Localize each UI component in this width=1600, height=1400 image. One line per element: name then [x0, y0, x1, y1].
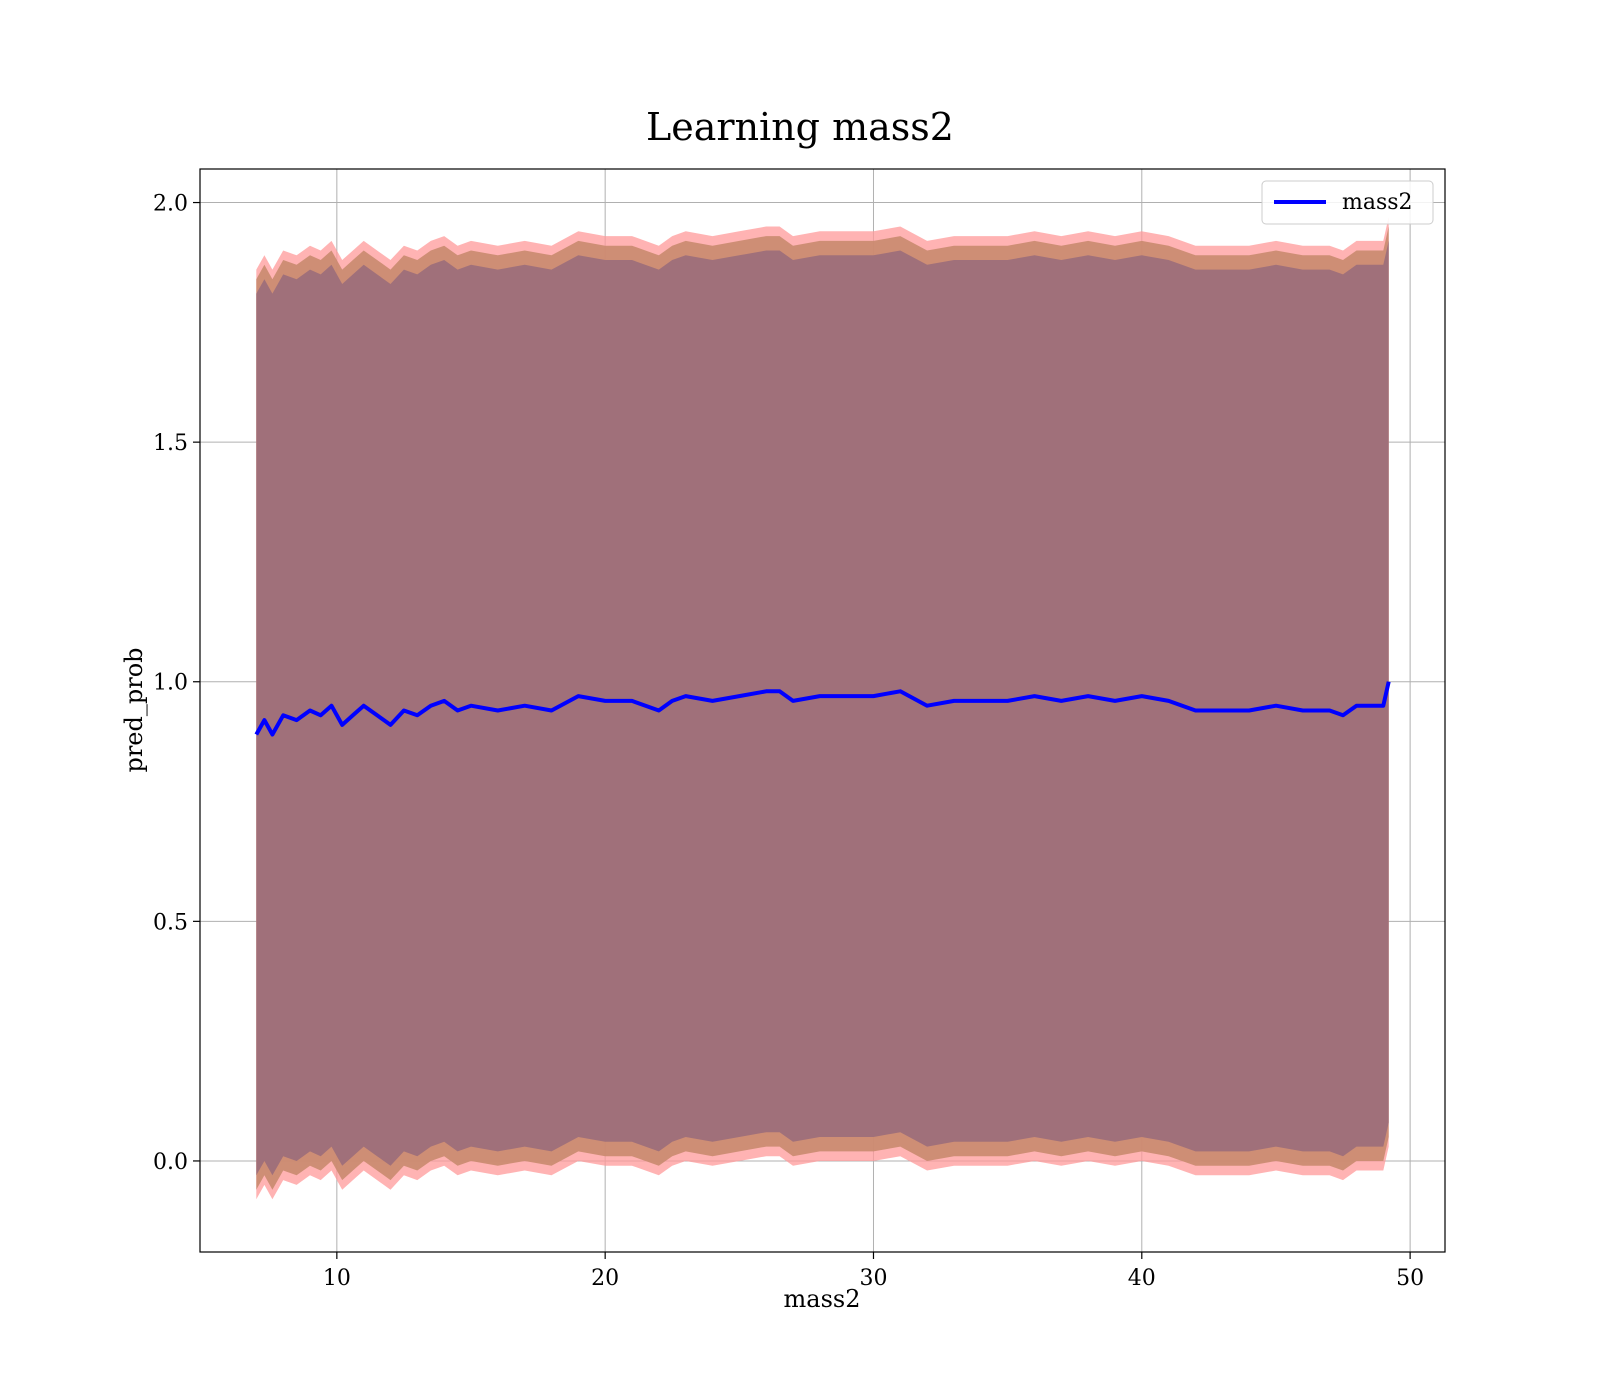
band-inner	[256, 240, 1389, 1176]
y-tick-label: 1.5	[153, 431, 188, 456]
x-tick-label: 40	[1128, 1266, 1156, 1291]
x-tick-label: 50	[1396, 1266, 1424, 1291]
legend: mass2	[1261, 180, 1434, 225]
x-tick-label: 30	[859, 1266, 887, 1291]
series-line-mass2	[254, 681, 1391, 737]
legend-label: mass2	[1342, 190, 1413, 215]
y-axis-label: pred_prob	[120, 647, 148, 772]
x-tick-label: 20	[591, 1266, 619, 1291]
y-tick-label: 2.0	[153, 192, 188, 217]
y-tick-label: 1.0	[153, 671, 188, 696]
x-axis-ticks: 10 20 30 40 50	[323, 1252, 1424, 1291]
y-tick-label: 0.0	[153, 1150, 188, 1175]
uncertainty-bands	[256, 216, 1389, 1200]
chart-title: Learning mass2	[646, 105, 954, 149]
plot-frame	[199, 168, 1446, 1253]
series-lines	[254, 681, 1391, 737]
y-tick-label: 0.5	[153, 910, 188, 935]
y-axis-ticks: 0.0 0.5 1.0 1.5 2.0	[153, 192, 200, 1175]
x-axis-label: mass2	[784, 1285, 861, 1313]
x-tick-label: 10	[323, 1266, 351, 1291]
legend-box	[1261, 180, 1434, 225]
